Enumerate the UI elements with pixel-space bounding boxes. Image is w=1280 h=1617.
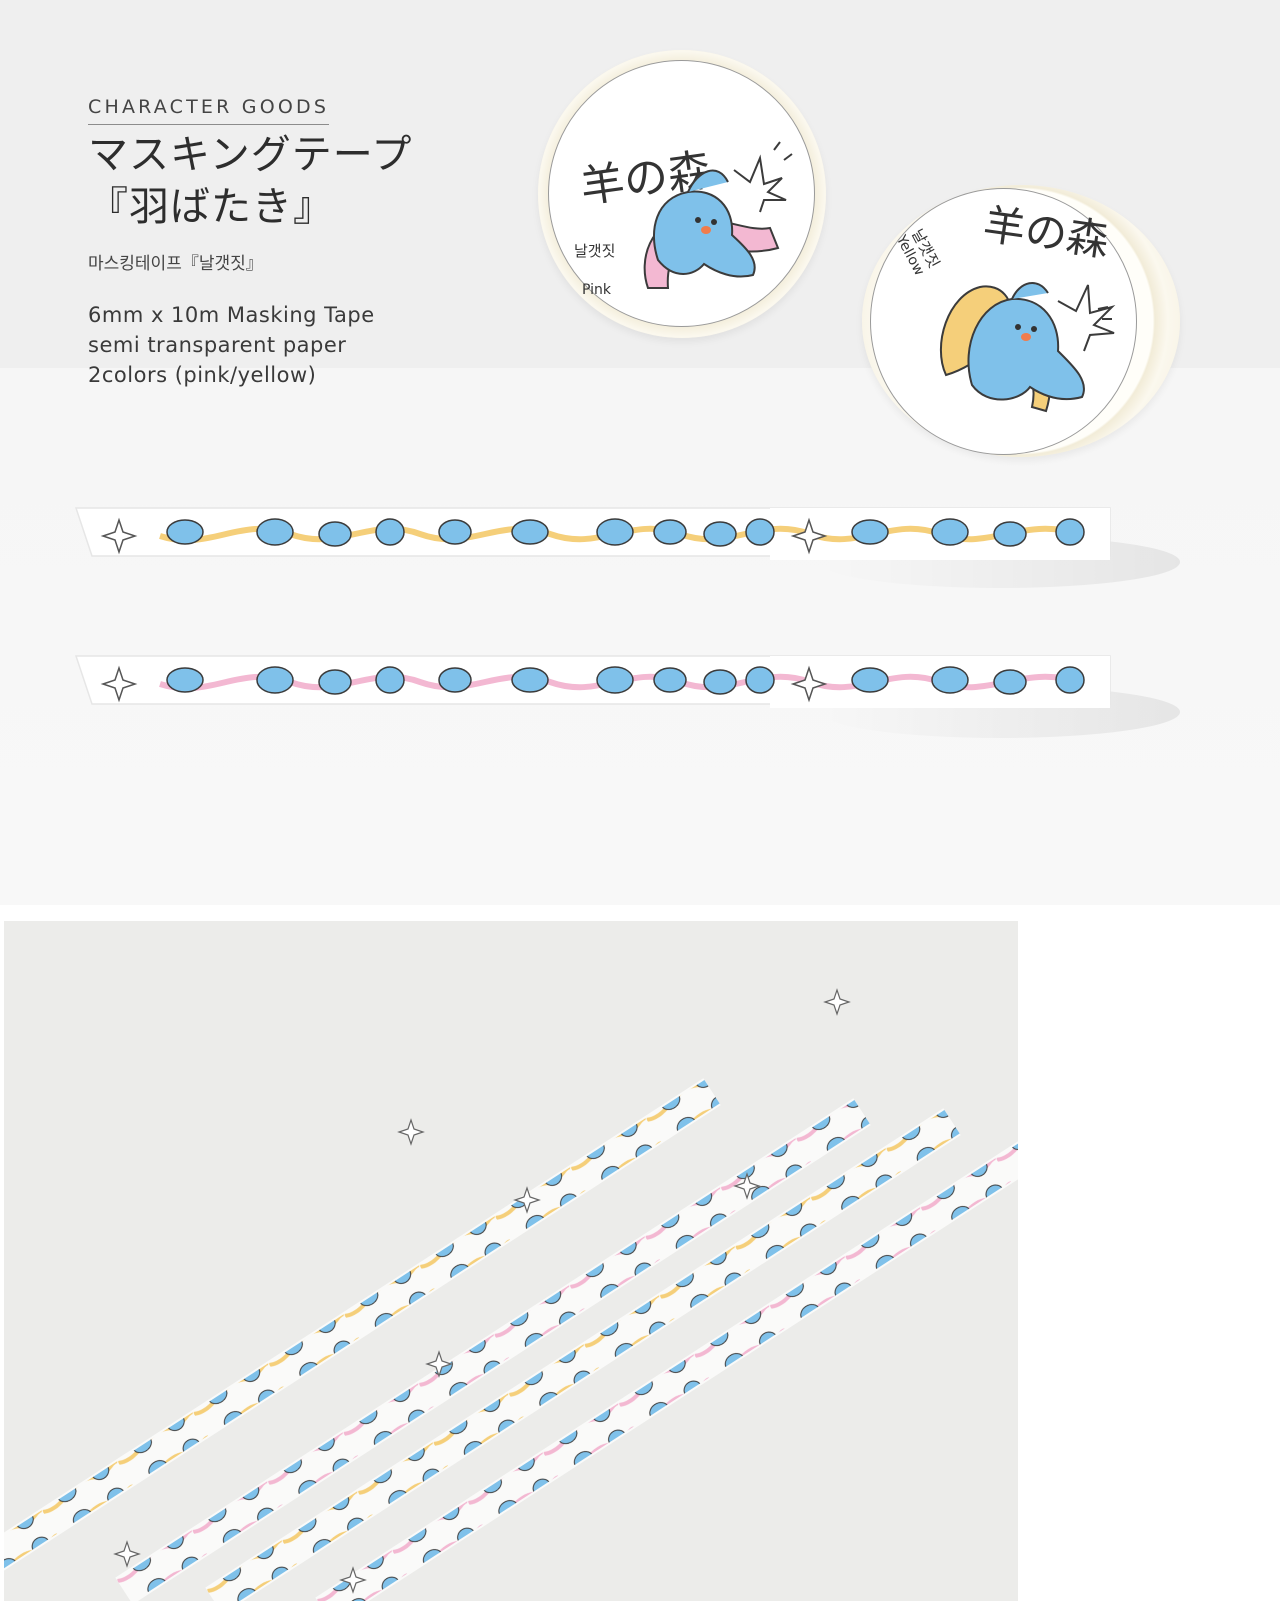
product-panel: CHARACTER GOODS マスキングテープ 『羽ばたき』 마스킹테이프『날… xyxy=(0,0,1280,905)
roll-korean: 날갯짓 xyxy=(574,242,615,260)
roll-pink-artwork: 羊の森 날갯짓 Pink xyxy=(574,141,793,298)
bird-icon xyxy=(653,190,756,278)
tape-pattern xyxy=(100,665,1085,703)
roll-color-label: Pink xyxy=(582,282,612,298)
sparkle-icon xyxy=(733,154,787,213)
diagonal-tapes-artwork xyxy=(4,988,1018,1601)
spec-colors: 2colors (pink/yellow) xyxy=(88,363,317,387)
diagonal-tape-yellow-1 xyxy=(4,1078,721,1585)
bird-icon xyxy=(967,297,1085,401)
tape-strip-yellow xyxy=(74,507,1180,588)
sparkle-icon xyxy=(1057,284,1116,352)
diagonal-tape-yellow-2 xyxy=(205,1108,961,1601)
bird-icon xyxy=(166,518,1085,547)
roll-brand: 羊の森 xyxy=(980,200,1112,266)
tape-strip-pink xyxy=(74,655,1180,738)
sparkle-icon xyxy=(100,517,138,555)
spec-size: 6mm x 10m Masking Tape xyxy=(88,303,375,327)
tape-roll-pink: 羊の森 날갯짓 Pink xyxy=(538,50,826,338)
product-title-line2: 『羽ばたき』 xyxy=(88,184,334,230)
tape-roll-yellow: 羊の森 날갯짓 Yellow xyxy=(862,185,1180,457)
diagonal-tape-pink-1 xyxy=(115,1098,871,1601)
spec-paper: semi transparent paper xyxy=(88,333,347,357)
diagonal-tape-pink-2 xyxy=(315,1118,1018,1601)
bird-icon xyxy=(166,666,1085,695)
roll-yellow-artwork: 羊の森 날갯짓 Yellow xyxy=(892,200,1116,413)
product-title-line1: マスキングテープ xyxy=(88,132,413,178)
tape-usage-photo xyxy=(4,921,1018,1601)
tape-pattern xyxy=(100,517,1085,555)
category-eyebrow: CHARACTER GOODS xyxy=(88,96,330,125)
title-block: CHARACTER GOODS マスキングテープ 『羽ばたき』 마스킹테이프『날… xyxy=(88,96,412,390)
sparkle-icon xyxy=(113,988,851,1594)
korean-title: 마스킹테이프『날갯짓』 xyxy=(88,254,263,274)
spec-list: 6mm x 10m Masking Tape semi transparent … xyxy=(88,300,412,390)
sparkle-icon xyxy=(100,665,138,703)
